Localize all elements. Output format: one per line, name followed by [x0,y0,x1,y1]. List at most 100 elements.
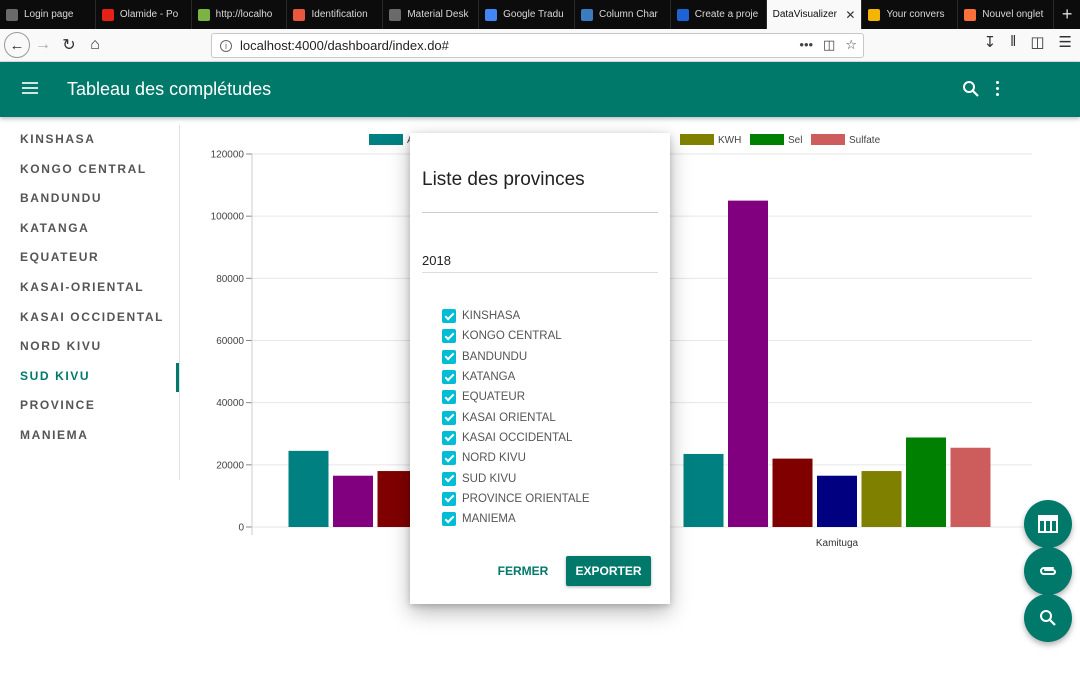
y-tick-label: 80000 [216,274,244,285]
tab-favicon-icon [580,8,593,21]
chart-bar [333,475,373,527]
sidebar-item[interactable]: NORD KIVU [20,339,102,354]
sidebar-item[interactable]: KONGO CENTRAL [20,161,147,176]
browser-tab[interactable]: Create a proje [671,0,767,29]
back-button[interactable]: ← [4,32,30,58]
province-checkbox-row[interactable]: NORD KIVU [442,448,590,468]
tab-label: Olamide - Po [119,9,179,20]
checkbox-checked-icon[interactable] [442,491,456,506]
home-button[interactable]: ⌂ [90,36,100,53]
year-field[interactable]: 2018 [422,253,451,268]
province-label: KINSHASA [462,310,521,323]
checkbox-checked-icon[interactable] [442,410,456,425]
browser-tab[interactable]: Google Tradu [479,0,575,29]
province-checkbox-row[interactable]: KINSHASA [442,306,590,326]
tab-favicon-icon [964,8,977,21]
menu-icon[interactable]: ☰ [1058,34,1072,51]
tab-label: Google Tradu [503,9,564,20]
bookmark-star-icon[interactable]: ☆ [845,37,857,52]
y-tick-label: 100000 [211,212,245,223]
legend-label: Sulfate [849,135,881,146]
province-checkbox-row[interactable]: SUD KIVU [442,468,590,488]
new-tab-button[interactable]: + [1061,4,1073,24]
sidebar-item[interactable]: PROVINCE [20,398,96,413]
app-bar: Tableau des complétudes [0,62,1080,117]
browser-tab[interactable]: http://localho [192,0,288,29]
table-view-button[interactable] [1024,500,1072,548]
browser-tab[interactable]: Olamide - Po [96,0,192,29]
province-label: SUD KIVU [462,472,517,485]
sidebar-item[interactable]: BANDUNDU [20,191,103,206]
sidebar-item[interactable]: MANIEMA [20,427,89,442]
sidebar-item[interactable]: KATANGA [20,220,90,235]
legend-label: Sel [788,135,802,146]
checkbox-checked-icon[interactable] [442,471,456,486]
chart-bar [861,471,902,527]
hamburger-menu-icon[interactable] [22,82,38,94]
browser-tab[interactable]: Identification [287,0,384,29]
info-icon[interactable]: i [220,39,232,52]
browser-tab[interactable]: DataVisualizer ✕ [766,0,863,29]
checkbox-checked-icon[interactable] [442,512,456,527]
province-label: BANDUNDU [462,350,528,363]
tab-favicon-icon [676,8,689,21]
search-fab-button[interactable] [1024,594,1072,642]
attachment-icon [1040,567,1056,575]
pocket-icon[interactable]: ◫ [823,37,836,52]
tab-favicon-icon [101,8,114,21]
tab-favicon-icon [293,8,306,21]
url-bar[interactable]: i localhost:4000/dashboard/index.do# •••… [211,33,864,58]
sidebar-item[interactable]: EQUATEUR [20,250,100,265]
reload-button[interactable]: ↻ [62,37,76,54]
forward-button[interactable]: → [35,36,51,53]
browser-tab[interactable]: Nouvel onglet [958,0,1055,29]
url-text: localhost:4000/dashboard/index.do# [240,38,449,53]
sidebar-item[interactable]: SUD KIVU [20,368,91,383]
export-button[interactable]: EXPORTER [566,556,651,586]
checkbox-checked-icon[interactable] [442,309,456,324]
chart-bar [817,475,857,527]
more-actions-icon[interactable]: ••• [799,37,814,52]
dialog-title: Liste des provinces [422,169,585,190]
province-checkbox-row[interactable]: MANIEMA [442,509,590,529]
more-vert-icon[interactable] [996,81,1000,97]
checkbox-checked-icon[interactable] [442,451,456,466]
checkbox-checked-icon[interactable] [442,370,456,385]
browser-tab[interactable]: Login page [0,0,96,29]
checkbox-checked-icon[interactable] [442,390,456,405]
chart-bar [728,200,768,527]
sidebar-item[interactable]: KASAI OCCIDENTAL [20,309,165,324]
province-checkbox-row[interactable]: KONGO CENTRAL [442,326,590,346]
year-field-underline [422,272,658,273]
sidebar-item[interactable]: KINSHASA [20,132,96,146]
library-icon[interactable]: ‖ [1010,33,1017,50]
tab-favicon-icon [389,8,402,21]
close-button[interactable]: FERMER [497,564,549,578]
legend-swatch [369,134,403,145]
checkbox-checked-icon[interactable] [442,349,456,364]
province-checkbox-row[interactable]: PROVINCE ORIENTALE [442,489,590,509]
province-checkbox-row[interactable]: KASAI OCCIDENTAL [442,428,590,448]
sidebar-toggle-icon[interactable]: ◫ [1030,34,1045,51]
checkbox-checked-icon[interactable] [442,430,456,445]
download-icon[interactable]: ↧ [983,34,997,51]
legend-label: KWH [718,135,741,146]
province-sidebar: KINSHASA KONGO CENTRAL BANDUNDU KATANGA EQUA… [0,125,180,480]
browser-tab[interactable]: Column Char [575,0,671,29]
tab-favicon-icon [6,8,18,21]
search-icon[interactable] [962,80,980,98]
checkbox-checked-icon[interactable] [442,329,456,344]
attach-button[interactable] [1024,547,1072,595]
y-tick-label: 60000 [216,336,244,347]
province-checkbox-row[interactable]: BANDUNDU [442,347,590,367]
sidebar-item[interactable]: KASAI-ORIENTAL [20,279,145,294]
province-checkbox-row[interactable]: EQUATEUR [442,387,590,407]
province-checkbox-row[interactable]: KATANGA [442,367,590,387]
tab-close-icon[interactable]: ✕ [845,7,856,22]
chart-bar [772,458,813,527]
tab-label: Identification [311,9,368,20]
browser-tab[interactable]: Your convers [862,0,959,29]
x-category-label: Kamituga [816,538,859,549]
browser-tab[interactable]: Material Desk [383,0,480,29]
province-checkbox-row[interactable]: KASAI ORIENTAL [442,407,590,427]
